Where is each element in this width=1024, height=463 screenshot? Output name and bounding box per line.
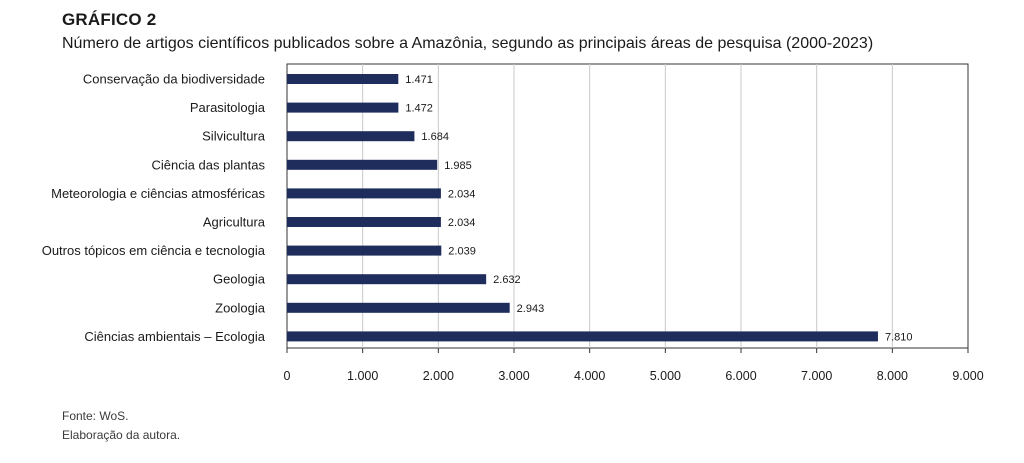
category-label: Zoologia bbox=[215, 300, 266, 315]
x-tick-label: 0 bbox=[284, 369, 291, 383]
x-tick-label: 8.000 bbox=[877, 369, 908, 383]
x-tick-label: 1.000 bbox=[347, 369, 378, 383]
category-label: Parasitologia bbox=[190, 100, 266, 115]
category-label: Conservação da biodiversidade bbox=[83, 72, 265, 87]
bar bbox=[287, 302, 510, 313]
bar bbox=[287, 74, 399, 84]
data-label: 1.471 bbox=[405, 74, 433, 86]
data-label: 2.039 bbox=[448, 246, 476, 258]
credit-note: Elaboração da autora. bbox=[62, 428, 181, 442]
figure-label: GRÁFICO 2 bbox=[62, 10, 157, 29]
category-label: Ciências ambientais – Ecologia bbox=[84, 329, 265, 344]
bar bbox=[287, 274, 487, 285]
category-label: Meteorologia e ciências atmosféricas bbox=[51, 186, 265, 201]
bar bbox=[287, 331, 878, 342]
source-note: Fonte: WoS. bbox=[62, 409, 129, 423]
bar bbox=[287, 159, 438, 170]
data-label: 2.034 bbox=[448, 188, 476, 200]
plot-frame bbox=[286, 63, 969, 349]
x-tick-label: 9.000 bbox=[952, 369, 983, 383]
bar bbox=[287, 131, 415, 142]
bar-chart: 0 1.000 2.000 3.000 4.000 5.000 6.000 7.000 8.00… bbox=[42, 63, 984, 383]
data-label: 2.943 bbox=[517, 303, 545, 315]
data-label: 1.985 bbox=[444, 160, 472, 172]
data-label: 1.684 bbox=[421, 131, 449, 143]
bar bbox=[287, 217, 441, 227]
data-label: 7.810 bbox=[885, 331, 913, 343]
category-label: Silvicultura bbox=[202, 129, 266, 144]
data-label: 2.034 bbox=[448, 217, 476, 229]
data-label: 2.632 bbox=[493, 274, 521, 286]
data-label: 1.472 bbox=[405, 103, 433, 115]
x-tick-label: 6.000 bbox=[725, 369, 756, 383]
x-tick-label: 2.000 bbox=[423, 369, 454, 383]
bar bbox=[287, 245, 442, 256]
category-label: Outros tópicos em ciência e tecnologia bbox=[42, 243, 266, 258]
x-tick-label: 5.000 bbox=[650, 369, 681, 383]
bar bbox=[287, 188, 441, 199]
x-tick-label: 3.000 bbox=[498, 369, 529, 383]
x-tick-label: 7.000 bbox=[801, 369, 832, 383]
x-tick-label: 4.000 bbox=[574, 369, 605, 383]
category-label: Agricultura bbox=[203, 215, 266, 230]
category-label: Ciência das plantas bbox=[152, 157, 266, 172]
category-label: Geologia bbox=[213, 272, 266, 287]
bar bbox=[287, 102, 399, 113]
chart-title: Número de artigos científicos publicados… bbox=[62, 35, 874, 52]
